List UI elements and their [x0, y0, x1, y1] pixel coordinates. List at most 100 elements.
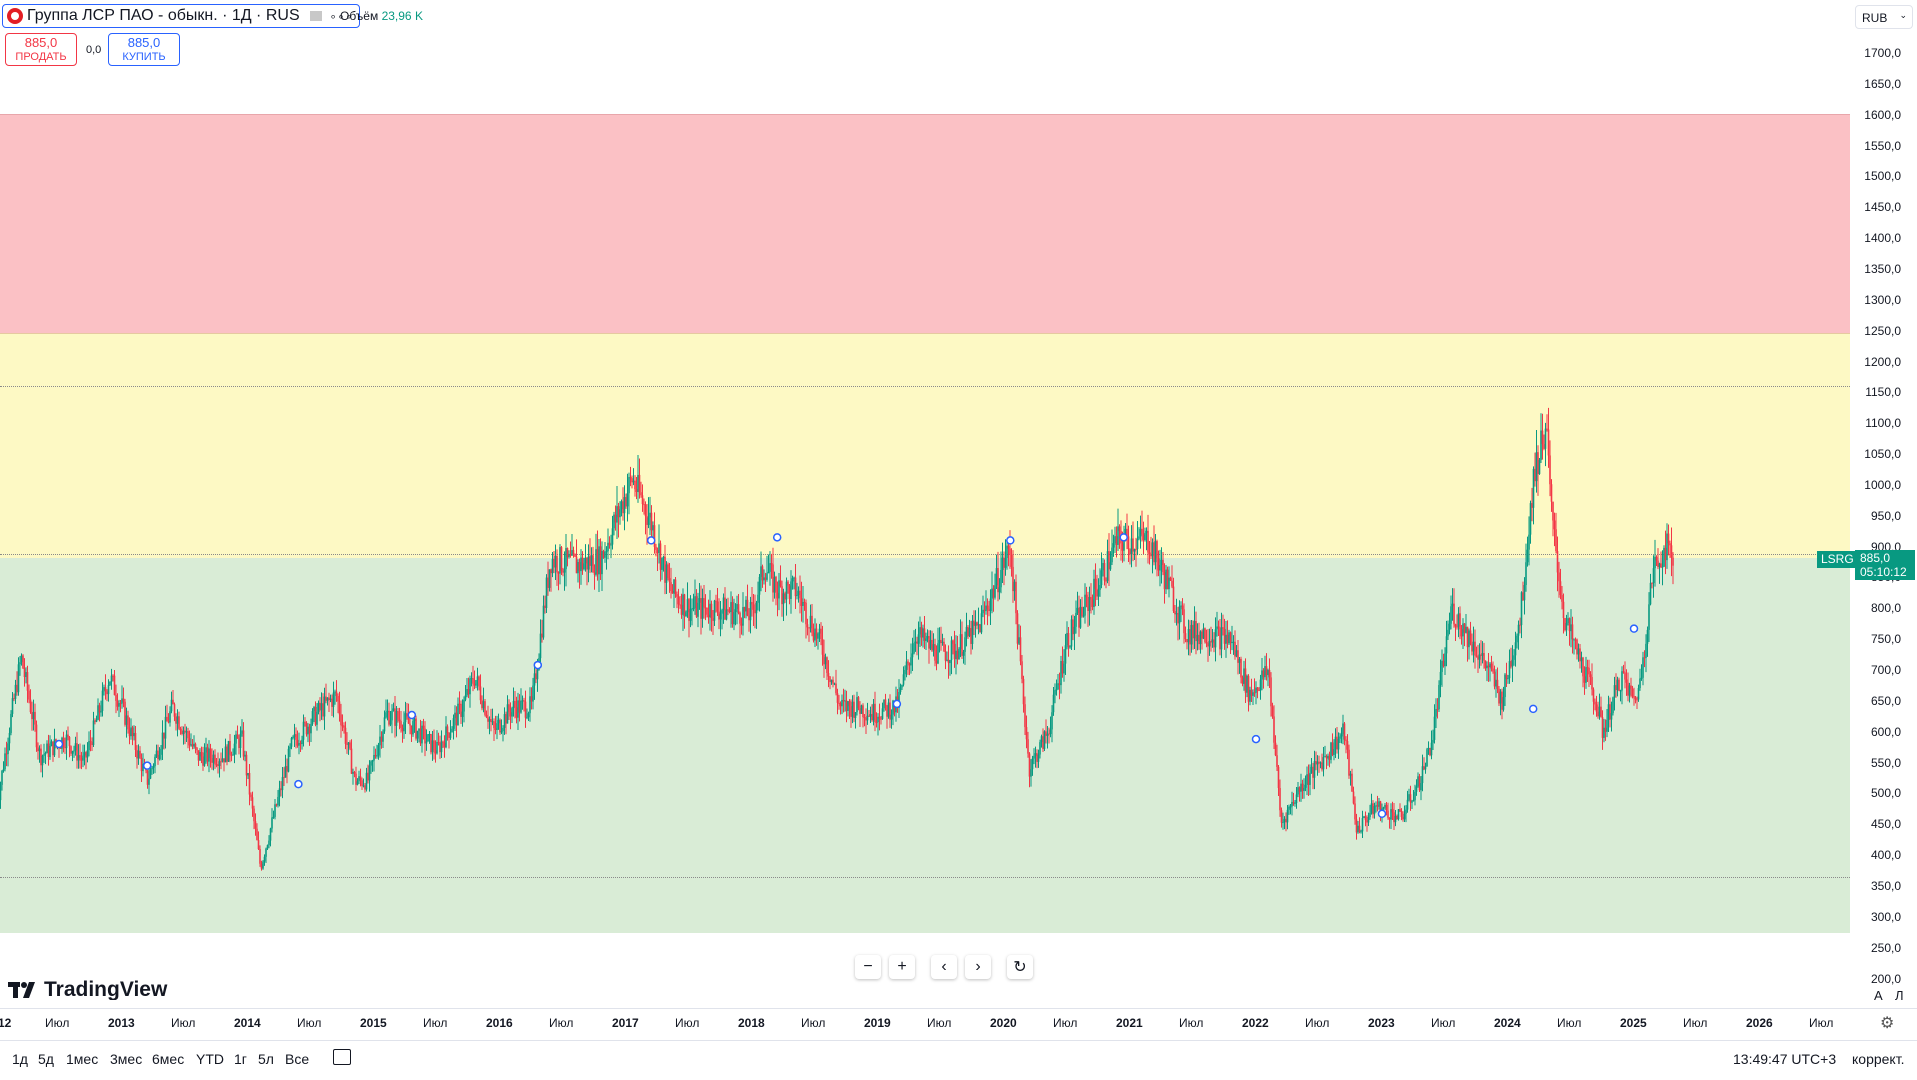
zoom-in-button[interactable]: + — [889, 955, 915, 979]
dividend-marker — [1251, 734, 1261, 744]
candle-body — [707, 614, 710, 618]
candle-body — [1594, 701, 1596, 705]
candle-body — [154, 756, 156, 767]
candle-body — [1553, 520, 1556, 530]
candle-body — [1421, 766, 1424, 784]
candle-body — [1162, 559, 1164, 573]
candle-body — [989, 598, 992, 611]
zoom-out-button[interactable]: − — [855, 955, 881, 979]
candle-body — [475, 680, 477, 686]
candle-body — [1475, 655, 1478, 657]
candle-body — [1271, 706, 1274, 717]
candle-body — [709, 603, 711, 618]
candle-body — [868, 715, 870, 717]
candle-body — [1505, 674, 1508, 680]
candle-body — [488, 719, 491, 722]
clock[interactable]: 13:49:47 UTC+3 — [1733, 1051, 1837, 1067]
candle-body — [137, 750, 140, 759]
price-axis[interactable]: 1700,0 1650,0 1600,0 1550,0 1500,0 1450,0 1400… — [1850, 0, 1917, 1000]
candle-body — [784, 593, 786, 600]
range-2[interactable]: 1мес — [66, 1051, 99, 1067]
candle-body — [71, 751, 74, 754]
candle-body — [1423, 766, 1425, 770]
candle-body — [886, 705, 888, 717]
range-6[interactable]: 1г — [234, 1051, 247, 1067]
tradingview-logo[interactable]: TradingView — [8, 978, 167, 1000]
range-1[interactable]: 5д — [38, 1051, 54, 1067]
candle-body — [233, 743, 236, 755]
candle-body — [115, 695, 117, 701]
currency-select[interactable]: RUB ⌄ — [1855, 5, 1913, 29]
range-7[interactable]: 5л — [258, 1051, 274, 1067]
reset-chart-button[interactable]: ↻ — [1007, 955, 1033, 979]
candle-body — [404, 713, 407, 723]
symbol-info[interactable]: Группа ЛСР ПАО - обыкн. · 1Д · RUS ∘∘∘ — [2, 4, 361, 28]
candle-body — [1573, 639, 1575, 641]
range-0[interactable]: 1д — [12, 1051, 28, 1067]
adjust-toggle[interactable]: коррект. — [1852, 1051, 1905, 1067]
buy-button[interactable]: 885,0 КУПИТЬ — [108, 33, 180, 66]
candle-body — [194, 743, 197, 748]
candle-body — [569, 553, 572, 556]
time-tick: Июл — [297, 1016, 322, 1030]
candle-body — [46, 743, 48, 754]
candle-body — [1106, 551, 1109, 581]
candle-body — [424, 728, 426, 744]
candle-body — [400, 721, 402, 728]
candle-body — [571, 550, 573, 556]
auto-scale-button[interactable]: A — [1874, 988, 1883, 1003]
candle-body — [269, 828, 272, 841]
range-5[interactable]: YTD — [196, 1051, 224, 1067]
candle-body — [1295, 794, 1298, 804]
candle-body — [752, 604, 755, 610]
candle-body — [1045, 731, 1047, 736]
price-tick: 1150,0 — [1865, 385, 1901, 400]
candle-body — [1342, 723, 1344, 735]
candle-body — [1622, 671, 1625, 673]
candle-body — [352, 772, 354, 774]
candle-body — [862, 705, 864, 718]
candle-body — [1223, 628, 1226, 644]
candle-body — [548, 569, 551, 588]
flag-icon[interactable] — [309, 11, 322, 21]
calendar-icon[interactable] — [333, 1049, 351, 1065]
candle-body — [1235, 650, 1238, 657]
candle-body — [31, 712, 33, 720]
candle-body — [560, 547, 563, 572]
chart-area[interactable]: Группа ЛСР ПАО - обыкн. · 1Д · RUS ∘∘∘ О… — [0, 0, 1850, 1000]
candle-body — [305, 722, 308, 735]
more-icon[interactable]: ∘∘∘ — [329, 10, 354, 23]
candle-body — [1615, 685, 1617, 691]
candle-body — [1468, 630, 1470, 648]
dividend-marker — [1528, 704, 1538, 714]
time-axis[interactable]: ⚙ 12 Июл 2013 Июл 2014 Июл 2015 Июл 2016 Июл 2017 И… — [0, 1008, 1917, 1038]
candle-body — [149, 769, 152, 779]
sell-button[interactable]: 885,0 ПРОДАТЬ — [5, 33, 77, 66]
settings-gear-icon[interactable]: ⚙ — [1880, 1015, 1895, 1032]
candle-body — [1157, 558, 1160, 571]
candle-body — [1159, 565, 1161, 571]
range-4[interactable]: 6мес — [152, 1051, 185, 1067]
candle-body — [41, 755, 44, 766]
candle-body — [827, 673, 830, 677]
range-8[interactable]: Все — [285, 1051, 310, 1067]
scroll-left-button[interactable]: ‹ — [931, 955, 957, 979]
candle-body — [430, 734, 432, 753]
price-tick: 800,0 — [1870, 601, 1901, 616]
candle-body — [881, 708, 884, 719]
candle-body — [910, 657, 912, 666]
log-scale-button[interactable]: Л — [1895, 988, 1904, 1003]
candle-body — [1351, 773, 1353, 792]
candle-body — [1018, 637, 1020, 644]
candle-body — [425, 741, 428, 744]
candle-body — [1084, 594, 1086, 616]
candle-body — [1058, 683, 1061, 686]
candle-body — [791, 578, 794, 582]
candle-body — [98, 705, 101, 713]
scroll-right-button[interactable]: › — [965, 955, 991, 979]
candle-body — [749, 602, 752, 621]
range-3[interactable]: 3мес — [110, 1051, 143, 1067]
candle-body — [370, 761, 372, 766]
candle-body — [1048, 733, 1050, 735]
candle-body — [1099, 585, 1101, 590]
